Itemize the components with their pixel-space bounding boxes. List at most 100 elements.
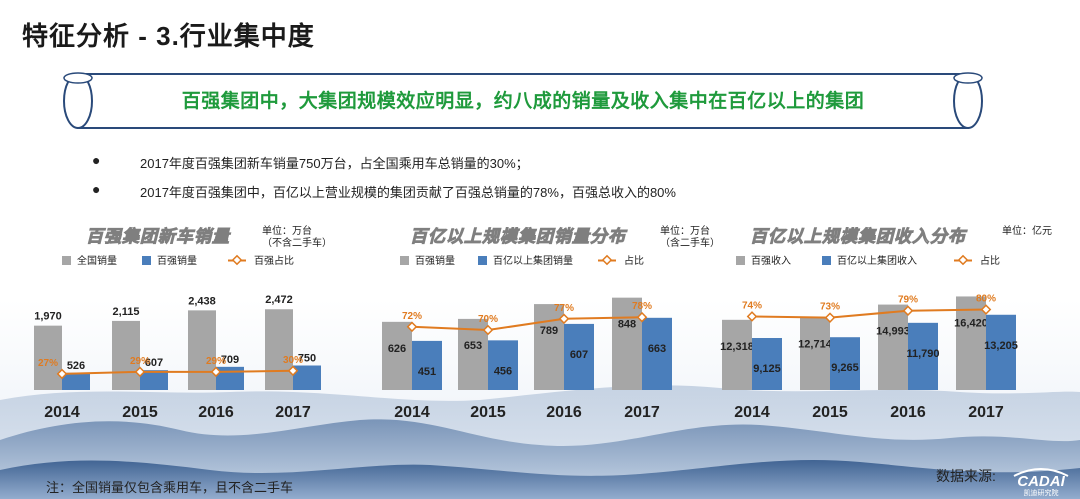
legend-label: 占比 [980,254,1000,267]
bar [642,317,672,390]
line-marker [482,324,494,336]
data-label: 13,205 [984,340,1018,352]
category-label: 2014 [394,404,430,421]
data-label: 9,265 [831,362,859,374]
line-series [411,316,643,332]
chart-unit: 单位：亿元 [1002,224,1052,237]
source-label: 数据来源: [936,468,996,484]
chart-title: 百强集团新车销量 [86,227,231,246]
legend-label: 百强销量 [157,254,197,267]
data-label: 789 [540,325,558,337]
line-marker [902,305,914,317]
chart-revenue-distribution: 百亿以上规模集团收入分布 单位：亿元 百强收入 百亿以上集团收入 占比 12,318 9,1… [720,220,1065,435]
line-marker [210,366,222,378]
line-series [751,308,987,319]
legend-label: 占比 [624,254,644,267]
bar [830,337,860,390]
bar [534,304,564,390]
bar [188,310,216,390]
data-label: 663 [648,343,666,355]
bar [112,320,140,390]
banner-headline: 百强集团中，大集团规模效应明显，约八成的销量及收入集中在百亿以上的集团 [181,91,865,112]
data-label: 2,472 [265,294,293,306]
bar [265,309,293,390]
bar [412,340,442,390]
category-label: 2015 [812,404,848,421]
legend-label: 百强收入 [751,254,791,267]
banner-scroll [63,72,983,129]
bar [140,370,168,390]
chart-svg: 百亿以上规模集团销量分布 单位：万台（含二手车） 百强销量 百亿以上集团销量 占比 626… [382,224,715,421]
line-label: 74% [742,300,762,311]
chart-unit: 单位：万台 [262,224,312,237]
legend-swatch [400,256,409,265]
legend-marker [957,254,969,266]
data-label: 11,790 [906,348,939,360]
line-label: 30% [283,355,303,366]
data-label: 607 [145,357,163,369]
bar [956,296,986,390]
line-label: 72% [402,311,422,322]
bar [878,304,908,390]
data-label: 456 [494,365,512,377]
data-label: 848 [618,319,636,331]
category-label: 2017 [624,404,660,421]
category-label: 2016 [546,404,582,421]
line-marker [56,368,68,380]
legend-swatch [736,256,745,265]
legend-label: 百强销量 [415,254,455,267]
legend-swatch [822,256,831,265]
bar [488,340,518,390]
bullet-dot: ● [92,181,101,197]
chart-volume-distribution: 百亿以上规模集团销量分布 单位：万台 （含二手车） 百强销量 百亿以上集团销量 占比 626… [370,220,715,435]
line-label: 80% [976,294,996,305]
data-label: 451 [418,366,436,378]
category-label: 2015 [122,404,158,421]
line-label: 73% [820,302,840,313]
chart-new-car-sales: 百强集团新车销量 单位：万台 （不含二手车） 全国销量 百强销量 百强占比 1,970 526… [20,220,350,435]
data-label: 1,970 [34,311,62,323]
bullet-text: 2017年度百强集团新车销量750万台，占全国乘用车总销量的30%； [140,156,529,171]
data-label: 9,125 [753,363,781,375]
data-label: 2,438 [188,295,216,307]
data-label: 14,993 [876,326,910,338]
line-series [61,369,294,375]
category-label: 2017 [275,404,311,421]
bar [722,319,752,390]
bar [382,321,412,390]
legend-marker [231,254,243,266]
line-marker [558,313,570,325]
bar [612,297,642,390]
bar [564,323,594,390]
bullet-text: 2017年度百强集团中，百亿以上营业规模的集团贡献了百强总销量的78%，百强总收… [140,185,676,200]
legend-label: 全国销量 [77,254,117,267]
legend-swatch [142,256,151,265]
line-label: 29% [206,356,226,367]
line-marker [287,365,299,377]
line-marker [746,311,758,322]
line-label: 78% [632,301,652,312]
line-marker [636,311,648,323]
bar [34,325,62,390]
data-label: 526 [67,360,85,372]
cadai-logo: CADAI 凯迪研究院 [1013,468,1069,496]
bar [216,366,244,390]
line-label: 77% [554,303,574,314]
data-label: 12,714 [798,339,833,351]
data-label: 750 [298,353,316,365]
legend-marker [601,254,613,266]
logo-text: CADAI [1017,473,1065,490]
category-label: 2014 [44,404,80,421]
chart-unit: 单位：万台 [660,224,710,237]
bullet-dot: ● [92,152,101,168]
legend-label: 百强占比 [254,254,294,267]
data-label: 709 [221,354,239,366]
data-label: 626 [388,343,406,355]
data-label: 653 [464,340,482,352]
bar [293,365,321,390]
data-label: 607 [570,349,588,361]
legend-swatch [478,256,487,265]
category-label: 2017 [968,404,1004,421]
legend-label: 百亿以上集团收入 [837,254,917,267]
